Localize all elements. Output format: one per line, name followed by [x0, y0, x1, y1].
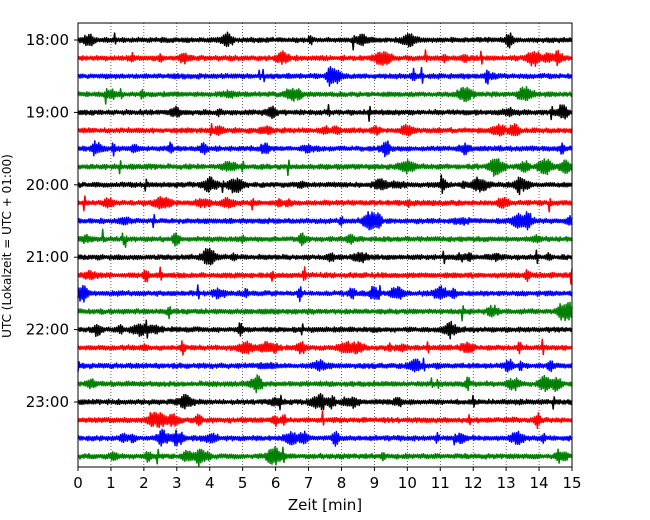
x-tick-label: 8 — [337, 474, 347, 492]
y-tick-label: 19:00 — [26, 103, 69, 121]
x-tick-label: 4 — [205, 474, 215, 492]
vertical-grid — [110, 23, 540, 467]
x-tick-label: 2 — [139, 474, 149, 492]
trace-line — [77, 195, 573, 213]
trace-line — [77, 357, 573, 373]
y-tick-label: 21:00 — [26, 248, 69, 266]
trace-line — [77, 392, 573, 411]
y-axis-title: UTC (Lokalzeit = UTC + 01:00) — [0, 154, 14, 338]
trace-line — [77, 66, 573, 87]
trace-line — [77, 122, 573, 137]
plot-area — [78, 23, 572, 467]
x-tick-label: 6 — [271, 474, 281, 492]
x-axis: 0 1 2 3 4 5 6 7 8 9 10 11 12 13 14 15 — [73, 467, 582, 492]
x-tick-label: 0 — [73, 474, 83, 492]
trace-line — [77, 301, 573, 322]
trace-group — [77, 31, 573, 467]
trace-line — [77, 266, 573, 285]
x-tick-label: 13 — [497, 474, 516, 492]
trace-line — [77, 410, 573, 429]
trace-line — [77, 338, 573, 356]
trace-line — [77, 158, 573, 177]
trace-line — [77, 228, 573, 248]
x-tick-label: 3 — [172, 474, 182, 492]
trace-line — [77, 103, 573, 122]
x-tick-label: 10 — [398, 474, 417, 492]
y-tick-label: 20:00 — [26, 176, 69, 194]
trace-line — [77, 446, 573, 467]
x-tick-label: 1 — [106, 474, 116, 492]
trace-line — [77, 31, 573, 51]
trace-line — [77, 374, 573, 394]
y-tick-label: 23:00 — [26, 393, 69, 411]
y-axis: 18:00 19:00 20:00 21:00 22:00 23:00 — [26, 31, 78, 411]
trace-line — [77, 284, 573, 303]
x-tick-label: 11 — [431, 474, 450, 492]
x-tick-label: 14 — [530, 474, 549, 492]
x-tick-label: 9 — [370, 474, 380, 492]
trace-line — [77, 319, 573, 340]
trace-line — [77, 247, 573, 266]
x-axis-title: Zeit [min] — [288, 496, 362, 514]
x-tick-label: 5 — [238, 474, 248, 492]
x-tick-label: 7 — [304, 474, 314, 492]
trace-line — [77, 49, 573, 67]
y-tick-label: 22:00 — [26, 321, 69, 339]
trace-line — [77, 85, 573, 105]
plot-frame — [77, 22, 573, 468]
y-tick-label: 18:00 — [26, 31, 69, 49]
trace-line — [77, 174, 573, 196]
x-tick-label: 12 — [464, 474, 483, 492]
trace-line — [77, 140, 573, 158]
trace-line — [77, 211, 573, 231]
x-tick-label: 15 — [562, 474, 581, 492]
trace-line — [77, 428, 573, 447]
